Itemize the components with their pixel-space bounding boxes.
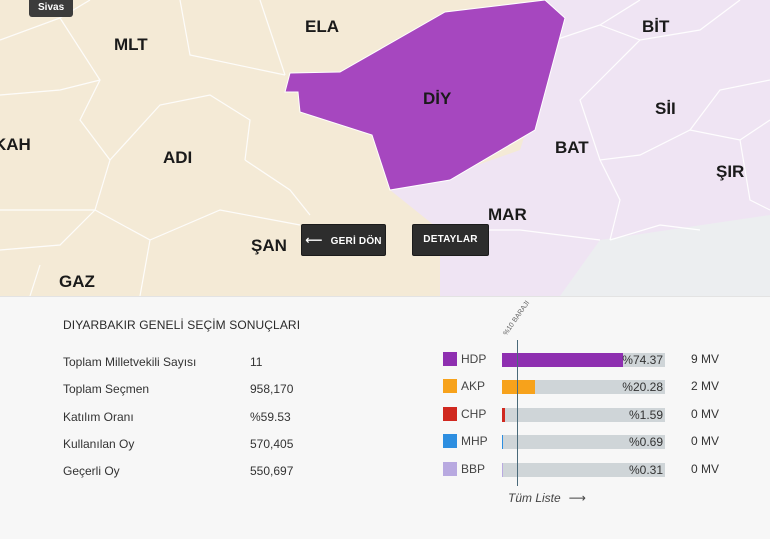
label-adi: ADI xyxy=(163,148,192,167)
party-percent: %0.69 xyxy=(628,435,663,449)
stat-row: Toplam Seçmen 958,170 xyxy=(63,382,363,400)
stat-label: Toplam Milletvekili Sayısı xyxy=(63,355,197,369)
stat-row: Kullanılan Oy 570,405 xyxy=(63,437,363,455)
all-list-label: Tüm Liste xyxy=(508,491,561,505)
stat-label: Katılım Oranı xyxy=(63,410,134,424)
party-row-chp[interactable]: CHP %1.59 0 MV xyxy=(443,406,743,422)
stat-label: Kullanılan Oy xyxy=(63,437,135,451)
label-sir: ŞIR xyxy=(716,162,744,181)
party-swatch xyxy=(443,379,457,393)
party-bar-track: %0.31 xyxy=(502,463,665,477)
party-percent: %1.59 xyxy=(628,408,663,422)
stat-value: %59.53 xyxy=(250,410,291,424)
party-bar-fill xyxy=(502,408,505,422)
party-row-akp[interactable]: AKP %20.28 2 MV xyxy=(443,378,743,394)
party-percent: %74.37 xyxy=(622,353,663,367)
back-button-label: GERİ DÖN xyxy=(330,236,382,247)
party-bar-fill xyxy=(502,435,504,449)
all-list-link[interactable]: Tüm Liste ⟶ xyxy=(508,491,586,505)
province-diy[interactable] xyxy=(284,0,566,191)
party-row-bbp[interactable]: BBP %0.31 0 MV xyxy=(443,461,743,477)
arrow-left-icon: ⟵ xyxy=(305,233,323,247)
party-swatch xyxy=(443,434,457,448)
label-gaz: GAZ xyxy=(59,272,95,291)
stat-row: Geçerli Oy 550,697 xyxy=(63,464,363,482)
stat-row: Katılım Oranı %59.53 xyxy=(63,410,363,428)
hover-tag: Sivas xyxy=(29,0,74,17)
party-bar-fill xyxy=(502,463,503,477)
party-bar-track: %20.28 xyxy=(502,380,665,394)
stat-value: 550,697 xyxy=(250,464,294,478)
label-bat: BAT xyxy=(555,138,589,157)
results-panel: DIYARBAKIR GENELİ SEÇİM SONUÇLARI Toplam… xyxy=(0,296,770,539)
party-seats: 9 MV xyxy=(691,352,720,366)
arrow-right-icon: ⟶ xyxy=(568,491,586,505)
stat-label: Toplam Seçmen xyxy=(63,382,150,396)
party-bar-fill xyxy=(502,380,536,394)
results-title: DIYARBAKIR GENELİ SEÇİM SONUÇLARI xyxy=(63,318,301,332)
party-bar-track: %0.69 xyxy=(502,435,665,449)
party-name: CHP xyxy=(461,407,487,421)
party-seats: 0 MV xyxy=(691,434,720,448)
party-seats: 2 MV xyxy=(691,379,720,393)
label-mlt: MLT xyxy=(114,35,148,54)
party-row-hdp[interactable]: HDP %74.37 9 MV xyxy=(443,351,743,367)
label-sii: SİI xyxy=(655,99,676,118)
party-bar-track: %74.37 xyxy=(502,353,665,367)
party-bar-fill xyxy=(502,353,624,367)
province-map[interactable]: MLT ELA BİT DİY SİI KAH ADI BAT ŞIR MAR … xyxy=(0,0,770,296)
label-mar: MAR xyxy=(488,205,527,224)
stat-value: 570,405 xyxy=(250,437,294,451)
party-seats: 0 MV xyxy=(691,407,720,421)
province-east-region[interactable] xyxy=(390,0,770,296)
party-bar-track: %1.59 xyxy=(502,408,665,422)
label-ela: ELA xyxy=(305,17,339,36)
label-diy: DİY xyxy=(423,89,452,108)
stat-label: Geçerli Oy xyxy=(63,464,120,478)
label-bit: BİT xyxy=(642,17,670,36)
party-swatch xyxy=(443,407,457,421)
party-name: AKP xyxy=(461,379,486,393)
party-percent: %20.28 xyxy=(622,380,663,394)
stat-row: Toplam Milletvekili Sayısı 11 xyxy=(63,355,363,373)
threshold-label: %10 BARAJI xyxy=(502,299,532,337)
party-name: HDP xyxy=(461,352,487,366)
party-name: MHP xyxy=(461,434,488,448)
party-swatch xyxy=(443,352,457,366)
threshold-line xyxy=(517,340,518,486)
stat-value: 11 xyxy=(250,355,263,369)
back-button[interactable]: ⟵ GERİ DÖN xyxy=(301,224,386,256)
details-button-label: DETAYLAR xyxy=(423,234,478,245)
party-name: BBP xyxy=(461,462,486,476)
party-swatch xyxy=(443,462,457,476)
label-san: ŞAN xyxy=(251,236,287,255)
label-kah: KAH xyxy=(0,135,31,154)
stat-value: 958,170 xyxy=(250,382,294,396)
party-row-mhp[interactable]: MHP %0.69 0 MV xyxy=(443,433,743,449)
party-seats: 0 MV xyxy=(691,462,720,476)
party-percent: %0.31 xyxy=(628,463,663,477)
details-button[interactable]: DETAYLAR xyxy=(412,224,489,256)
